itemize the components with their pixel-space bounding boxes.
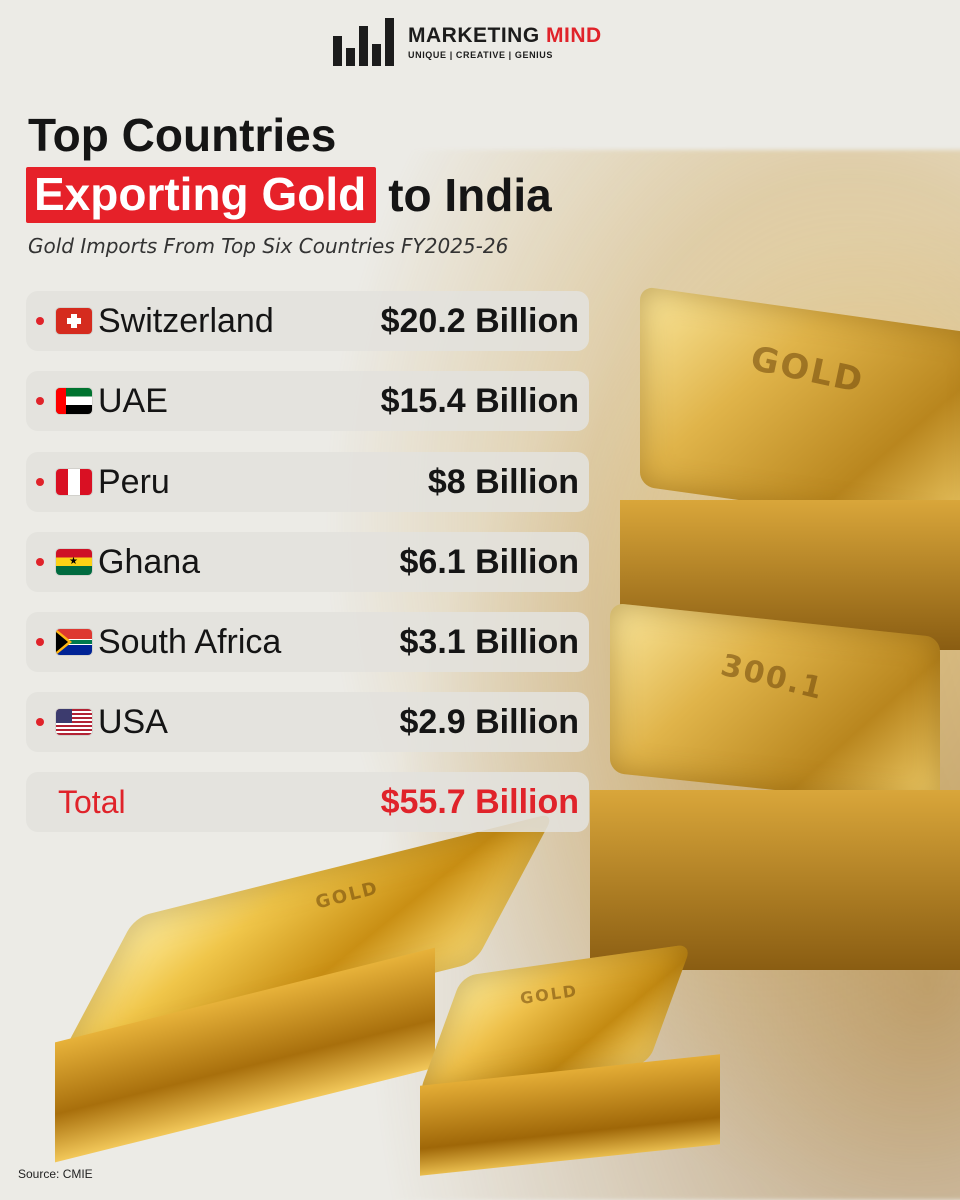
brand-name: MARKETING MIND: [408, 24, 602, 48]
ghana-flag-icon: ★: [56, 549, 92, 575]
country-value: $2.9 Billion: [399, 702, 580, 741]
list-item: USA $2.9 Billion: [26, 692, 589, 752]
uae-flag-icon: [56, 388, 92, 414]
bullet-icon: [36, 718, 44, 726]
peru-flag-icon: [56, 469, 92, 495]
country-value: $3.1 Billion: [399, 622, 580, 661]
gold-bar-foreground-right: GOLD: [380, 940, 730, 1180]
bullet-icon: [36, 478, 44, 486]
bullet-icon: [36, 558, 44, 566]
bullet-icon: [36, 397, 44, 405]
list-item: UAE $15.4 Billion: [26, 371, 589, 431]
list-item: Peru $8 Billion: [26, 452, 589, 512]
total-row: Total $55.7 Billion: [26, 772, 589, 832]
total-value: $55.7 Billion: [380, 782, 579, 821]
brand-tagline: UNIQUE | CREATIVE | GENIUS: [408, 50, 553, 60]
gold-bar-background-middle: 300.1: [560, 602, 960, 1000]
country-value: $15.4 Billion: [380, 381, 579, 420]
brand-name-part1: MARKETING: [408, 24, 546, 47]
country-value: $20.2 Billion: [380, 301, 579, 340]
country-name: South Africa: [98, 622, 282, 661]
page-title-line1: Top Countries: [28, 109, 337, 161]
country-name: Switzerland: [98, 301, 274, 340]
source-note: Source: CMIE: [18, 1167, 93, 1181]
list-item: South Africa $3.1 Billion: [26, 612, 589, 672]
brand-logo: MARKETING MIND UNIQUE | CREATIVE | GENIU…: [333, 18, 602, 66]
bullet-icon: [36, 638, 44, 646]
bullet-icon: [36, 317, 44, 325]
total-label: Total: [58, 783, 126, 820]
south-africa-flag-icon: [56, 629, 92, 655]
page-subtitle: Gold Imports From Top Six Countries FY20…: [28, 234, 509, 258]
usa-flag-icon: [56, 709, 92, 735]
bar-chart-logo-icon: [333, 18, 394, 66]
brand-name-part2: MIND: [546, 24, 602, 47]
country-value: $8 Billion: [427, 462, 579, 501]
country-value: $6.1 Billion: [399, 542, 580, 581]
switzerland-flag-icon: [56, 308, 92, 334]
country-name: Peru: [98, 462, 170, 501]
page-title-line2: Exporting Gold to India: [26, 167, 552, 223]
title-highlight: Exporting Gold: [26, 167, 377, 223]
list-item: ★ Ghana $6.1 Billion: [26, 532, 589, 592]
country-name: UAE: [98, 381, 168, 420]
list-item: Switzerland $20.2 Billion: [26, 291, 589, 351]
title-rest: to India: [388, 169, 552, 221]
country-name: Ghana: [98, 542, 201, 581]
country-name: USA: [98, 702, 168, 741]
